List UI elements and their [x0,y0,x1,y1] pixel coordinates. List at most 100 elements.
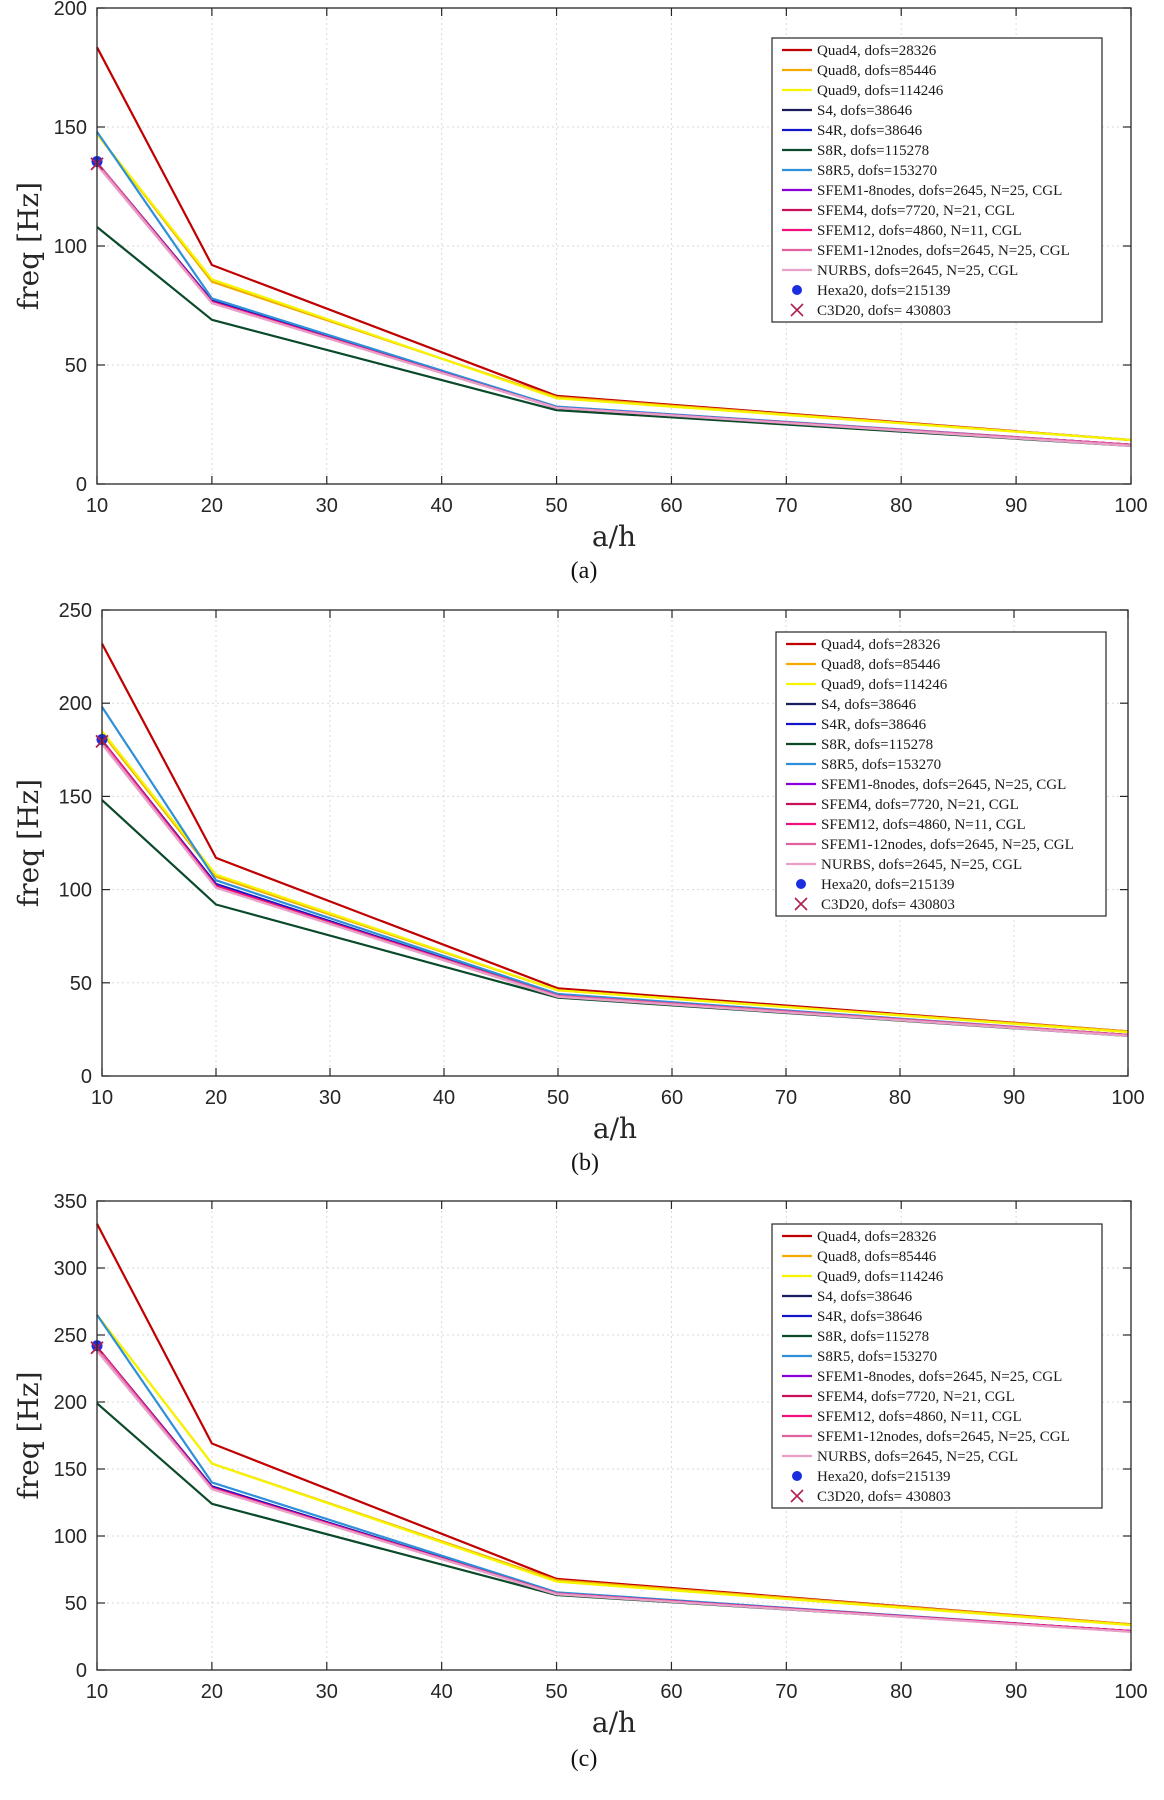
y-tick-label: 0 [76,1660,87,1682]
legend-entry-label: S8R, dofs=115278 [817,1329,929,1345]
x-tick-label: 60 [660,1681,682,1703]
x-tick-label: 50 [545,495,567,517]
legend-box [771,1223,1103,1509]
legend-entry-label: S8R, dofs=115278 [821,737,933,753]
legend-entry-label: SFEM4, dofs=7720, N=21, CGL [817,1389,1015,1405]
y-tick-label: 50 [65,1593,87,1615]
y-axis-label: freq [Hz] [12,1371,45,1499]
legend-entry-label: S4, dofs=38646 [821,697,917,713]
legend-entry-label: NURBS, dofs=2645, N=25, CGL [821,857,1022,873]
x-axis-label: a/h [592,1706,636,1739]
legend-entry-label: Hexa20, dofs=215139 [817,283,950,299]
legend-entry-label: NURBS, dofs=2645, N=25, CGL [817,263,1018,279]
x-tick-label: 10 [86,1681,108,1703]
legend-entry-label: S8R5, dofs=153270 [817,1349,937,1365]
legend-entry-label: Quad4, dofs=28326 [817,43,937,59]
x-tick-label: 40 [431,495,453,517]
legend-dot-icon [792,1471,802,1481]
legend-entry-label: Quad8, dofs=85446 [817,63,937,79]
legend-entry-label: S8R5, dofs=153270 [817,163,937,179]
series-line [96,226,1132,447]
chart-panel-a: 10 20 30 40 50 60 70 80 90 100 0 50 100 150 200 a/h freq… [12,0,1148,584]
x-tick-label: 20 [205,1087,227,1109]
legend-entry-label: C3D20, dofs= 430803 [821,897,955,913]
legend-entry-label: Quad9, dofs=114246 [817,83,944,99]
x-tick-label: 90 [1005,495,1027,517]
y-tick-label: 100 [54,1526,87,1548]
y-tick-label: 150 [54,1459,87,1481]
x-tick-label: 10 [86,495,108,517]
legend-entry-label: SFEM12, dofs=4860, N=11, CGL [821,817,1026,833]
x-axis-label: a/h [592,520,636,553]
legend-entry-label: SFEM1-12nodes, dofs=2645, N=25, CGL [817,1429,1070,1445]
chart-panel-b: 10 20 30 40 50 60 70 80 90 100 0 50 100 150 200 250 a/h f… [12,600,1145,1176]
legend-entry-label: S8R5, dofs=153270 [821,757,941,773]
x-tick-label: 100 [1114,1681,1147,1703]
x-tick-label: 80 [889,1087,911,1109]
legend-entry-label: SFEM12, dofs=4860, N=11, CGL [817,1409,1022,1425]
y-tick-label: 200 [59,693,92,715]
series-line [101,730,1129,1034]
y-tick-label: 50 [70,973,92,995]
legend-entry-label: Quad4, dofs=28326 [821,637,941,653]
legend: Quad4, dofs=28326 Quad8, dofs=85446 Quad9,… [775,631,1107,917]
x-tick-label: 40 [431,1681,453,1703]
axes-frame [101,609,1129,1077]
legend-cross-icon [790,303,804,317]
x-tick-label: 70 [775,1087,797,1109]
legend-entry-label: SFEM1-8nodes, dofs=2645, N=25, CGL [817,183,1062,199]
legend-cross-icon [794,897,808,911]
x-tick-label: 20 [201,1681,223,1703]
legend-entry-label: Hexa20, dofs=215139 [821,877,954,893]
axes-frame [96,1200,1132,1671]
y-tick-label: 350 [54,1191,87,1213]
legend-entry-label: SFEM1-12nodes, dofs=2645, N=25, CGL [817,243,1070,259]
y-tick-label: 250 [59,600,92,622]
x-tick-label: 100 [1114,495,1147,517]
y-tick-label: 150 [54,117,87,139]
legend-entry-label: S4R, dofs=38646 [817,123,923,139]
panel-caption: (a) [571,558,598,584]
y-tick-label: 200 [54,1392,87,1414]
panel-caption: (c) [571,1746,598,1772]
legend-entry-label: Quad4, dofs=28326 [817,1229,937,1245]
x-tick-label: 50 [545,1681,567,1703]
x-tick-label: 40 [433,1087,455,1109]
legend-entry-label: Quad8, dofs=85446 [821,657,941,673]
y-tick-label: 0 [81,1066,92,1088]
series-line [96,1350,1132,1633]
y-tick-label: 0 [76,474,87,496]
legend-entry-label: SFEM1-8nodes, dofs=2645, N=25, CGL [821,777,1066,793]
legend-entry-label: S4, dofs=38646 [817,1289,913,1305]
x-axis-label: a/h [593,1112,637,1145]
legend-entry-label: S4R, dofs=38646 [821,717,927,733]
x-tick-label: 50 [547,1087,569,1109]
y-tick-label: 300 [54,1258,87,1280]
x-tick-label: 60 [660,495,682,517]
y-tick-label: 100 [54,236,87,258]
legend-entry-label: SFEM1-8nodes, dofs=2645, N=25, CGL [817,1369,1062,1385]
legend-entry-label: Quad8, dofs=85446 [817,1249,937,1265]
chart-panel-c: 10 20 30 40 50 60 70 80 90 100 0 50 100 150 200 250 300 3… [12,1191,1148,1772]
series-line [96,1314,1132,1627]
legend-entry-label: S4, dofs=38646 [817,103,913,119]
x-tick-label: 100 [1111,1087,1144,1109]
y-tick-label: 250 [54,1325,87,1347]
legend-cross-icon [790,1489,804,1503]
legend-entry-label: C3D20, dofs= 430803 [817,1489,951,1505]
y-tick-label: 150 [59,786,92,808]
legend-box [771,37,1103,323]
y-tick-label: 200 [54,0,87,20]
x-tick-label: 30 [316,495,338,517]
x-tick-label: 90 [1005,1681,1027,1703]
panel-caption: (b) [571,1150,599,1176]
x-tick-label: 80 [890,1681,912,1703]
legend-entry-label: NURBS, dofs=2645, N=25, CGL [817,1449,1018,1465]
legend-entry-label: SFEM1-12nodes, dofs=2645, N=25, CGL [821,837,1074,853]
series-line [101,743,1129,1037]
x-tick-label: 30 [316,1681,338,1703]
y-axis-label: freq [Hz] [12,779,45,907]
x-tick-label: 90 [1003,1087,1025,1109]
legend-entry-label: SFEM12, dofs=4860, N=11, CGL [817,223,1022,239]
